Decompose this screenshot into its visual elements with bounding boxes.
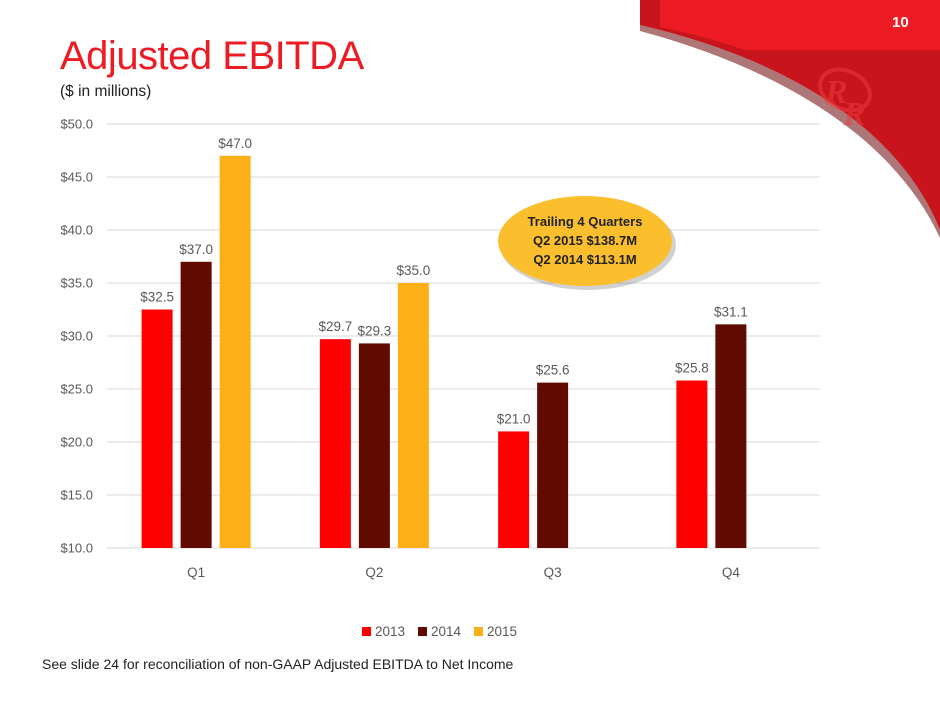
rr-logo-icon: R R — [818, 67, 872, 133]
x-axis-categories: Q1 Q2 Q3 Q4 — [187, 565, 740, 580]
y-tick-label: $40.0 — [60, 223, 93, 238]
data-label: $25.8 — [675, 361, 709, 376]
legend-swatch-2013 — [362, 627, 371, 636]
callout-line-1: Trailing 4 Quarters — [528, 214, 643, 229]
y-tick-label: $25.0 — [60, 382, 93, 397]
legend-swatch-2014 — [418, 627, 427, 636]
callout-line-2: Q2 2015 $138.7M — [533, 233, 637, 248]
bar-2015-q2 — [397, 283, 429, 548]
bar-2013-q4 — [676, 380, 708, 548]
data-label: $35.0 — [396, 263, 430, 278]
y-tick-label: $20.0 — [60, 435, 93, 450]
svg-text:R: R — [842, 96, 866, 133]
bar-2014-q3 — [537, 382, 569, 548]
svg-text:R: R — [824, 74, 848, 111]
data-label: $32.5 — [140, 290, 174, 305]
x-category-label: Q1 — [187, 565, 205, 580]
data-label: $47.0 — [218, 136, 252, 151]
red-corner-band — [640, 0, 940, 230]
x-category-label: Q3 — [544, 565, 562, 580]
data-labels: $32.5 $37.0 $47.0 $29.7 $29.3 $35.0 $21.0 $25.6… — [140, 136, 748, 427]
footnote: See slide 24 for reconciliation of non-G… — [42, 656, 514, 672]
page-title: Adjusted EBITDA — [60, 34, 364, 78]
legend-swatch-2015 — [474, 627, 483, 636]
red-top-band — [660, 0, 940, 50]
data-label: $29.7 — [318, 319, 352, 334]
legend-label-2013: 2013 — [375, 624, 405, 639]
callout-line-3: Q2 2014 $113.1M — [533, 252, 636, 267]
data-label: $31.1 — [714, 304, 748, 319]
legend-label-2014: 2014 — [431, 624, 462, 639]
units-subtitle: ($ in millions) — [60, 83, 152, 100]
bar-2014-q1 — [180, 261, 212, 548]
bars — [141, 155, 747, 549]
data-label: $37.0 — [179, 242, 213, 257]
bar-2013-q3 — [498, 431, 530, 548]
bar-2015-q1 — [219, 155, 251, 549]
y-tick-label: $15.0 — [60, 488, 93, 503]
gridlines — [107, 123, 820, 549]
y-tick-label: $10.0 — [60, 541, 93, 556]
callout-bubble — [498, 196, 672, 286]
data-label: $21.0 — [497, 411, 531, 426]
chart-legend: 2013 2014 2015 — [362, 624, 517, 639]
y-tick-label: $35.0 — [60, 276, 93, 291]
x-category-label: Q4 — [722, 565, 741, 580]
bar-2013-q2 — [319, 339, 351, 548]
y-axis-ticks: $10.0 $15.0 $20.0 $25.0 $30.0 $35.0 $40.0 $45.0… — [60, 117, 93, 556]
trailing-quarters-callout: Trailing 4 Quarters Q2 2015 $138.7M Q2 2… — [498, 196, 676, 290]
x-category-label: Q2 — [365, 565, 383, 580]
legend-label-2015: 2015 — [487, 624, 517, 639]
bar-2014-q2 — [358, 343, 390, 548]
data-label: $25.6 — [536, 363, 570, 378]
data-label: $29.3 — [357, 323, 391, 338]
y-tick-label: $50.0 — [60, 117, 93, 132]
y-tick-label: $45.0 — [60, 170, 93, 185]
slide-number: 10 — [892, 14, 909, 31]
y-tick-label: $30.0 — [60, 329, 93, 344]
bar-2014-q4 — [715, 324, 747, 548]
bar-2013-q1 — [141, 309, 173, 548]
